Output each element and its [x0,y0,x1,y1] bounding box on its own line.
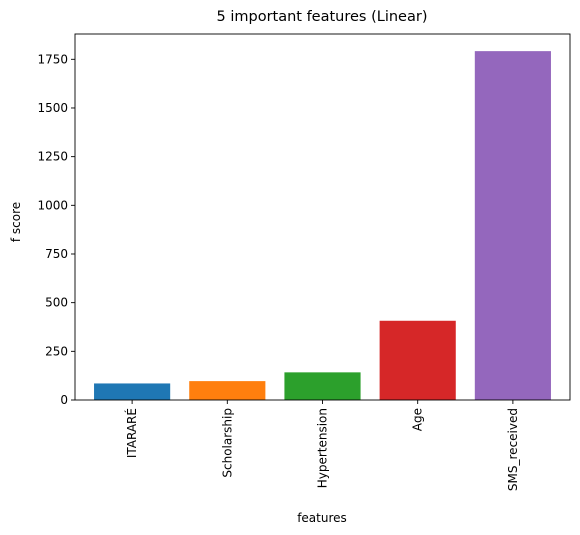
bar-4 [474,51,551,400]
y-tick-label-4: 1000 [37,198,68,212]
bar-0 [94,383,171,400]
y-tick-label-2: 500 [45,296,68,310]
x-ticks-group: ITARARÉ Scholarship Hypertension Age SMS_rec… [124,400,520,491]
bar-2 [284,372,361,400]
y-axis-label: f score [9,202,23,242]
y-tick-label-1: 250 [45,344,68,358]
y-tick-label-6: 1500 [37,101,68,115]
x-tick-label-1: Scholarship [220,408,234,478]
x-tick-label-2: Hypertension [316,408,330,488]
y-tick-label-7: 1750 [37,52,68,66]
x-tick-label-4: SMS_received [506,408,520,491]
x-axis-label: features [297,511,347,525]
bars-group [94,51,551,400]
plot-frame [74,33,571,401]
y-tick-label-3: 750 [45,247,68,261]
bar-3 [379,320,456,400]
y-ticks-group: 0 250 500 750 1000 1250 1500 1750 [37,52,75,407]
y-tick-label-0: 0 [60,393,68,407]
bar-1 [189,381,266,400]
y-tick-label-5: 1250 [37,150,68,164]
x-tick-label-0: ITARARÉ [124,408,139,458]
x-tick-label-3: Age [411,408,425,431]
chart-title: 5 important features (Linear) [217,9,428,25]
